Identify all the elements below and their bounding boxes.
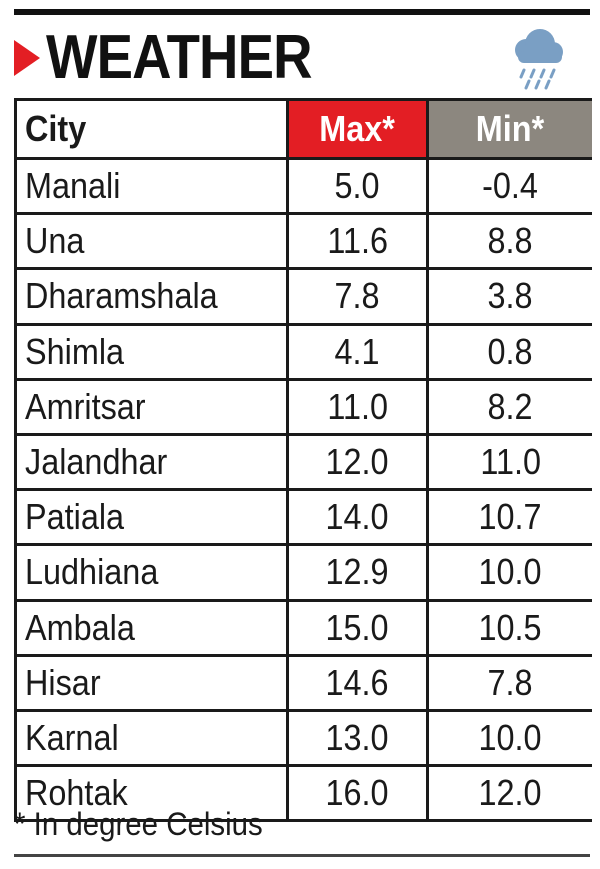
city-cell: Hisar xyxy=(14,653,289,712)
column-header-max: Max* xyxy=(286,98,429,160)
table-row: Shimla 4.1 0.8 xyxy=(14,322,592,381)
top-rule xyxy=(14,9,590,15)
min-temp-cell: -0.4 xyxy=(426,156,592,216)
max-temp-cell: 12.0 xyxy=(286,432,429,492)
max-temp-cell: 11.6 xyxy=(286,212,429,271)
max-temp-cell: 12.9 xyxy=(286,543,429,602)
min-temp-cell: 3.8 xyxy=(426,267,592,326)
red-triangle-marker xyxy=(14,40,40,76)
bottom-rule xyxy=(14,854,590,857)
weather-header: WEATHER xyxy=(14,18,590,92)
city-cell: Ambala xyxy=(14,598,289,657)
page-title: WEATHER xyxy=(46,23,312,92)
city-cell: Una xyxy=(14,212,289,271)
city-cell: Amritsar xyxy=(14,377,289,436)
min-temp-cell: 10.7 xyxy=(426,488,592,547)
city-cell: Ludhiana xyxy=(14,543,289,602)
max-temp-cell: 7.8 xyxy=(286,267,429,326)
max-temp-cell: 4.1 xyxy=(286,322,429,381)
column-header-city: City xyxy=(14,98,289,160)
min-temp-cell: 11.0 xyxy=(426,432,592,492)
max-temp-cell: 15.0 xyxy=(286,598,429,657)
table-row: Una 11.6 8.8 xyxy=(14,212,592,271)
max-temp-cell: 11.0 xyxy=(286,377,429,436)
table-row: Manali 5.0 -0.4 xyxy=(14,156,592,216)
min-temp-cell: 8.8 xyxy=(426,212,592,271)
city-cell: Manali xyxy=(14,156,289,216)
column-header-min: Min* xyxy=(426,98,592,160)
min-temp-cell: 10.5 xyxy=(426,598,592,657)
city-cell: Shimla xyxy=(14,322,289,381)
weather-table: City Max* Min* Manali 5.0 -0.4 Una 11.6 … xyxy=(14,98,592,823)
table-header-row: City Max* Min* xyxy=(14,98,592,160)
city-cell: Dharamshala xyxy=(14,267,289,326)
max-temp-cell: 13.0 xyxy=(286,708,429,768)
table-row: Ludhiana 12.9 10.0 xyxy=(14,543,592,602)
city-cell: Karnal xyxy=(14,708,289,768)
min-temp-cell: 7.8 xyxy=(426,653,592,712)
city-cell: Jalandhar xyxy=(14,432,289,492)
table-row: Karnal 13.0 10.0 xyxy=(14,708,592,768)
min-temp-cell: 10.0 xyxy=(426,543,592,602)
table-row: Ambala 15.0 10.5 xyxy=(14,598,592,657)
max-temp-cell: 14.6 xyxy=(286,653,429,712)
min-temp-cell: 10.0 xyxy=(426,708,592,768)
footnote: * In degree Celsius xyxy=(14,806,263,842)
max-temp-cell: 16.0 xyxy=(286,764,429,823)
city-cell: Rohtak xyxy=(14,764,289,823)
max-temp-cell: 5.0 xyxy=(286,156,429,216)
table-row: Dharamshala 7.8 3.8 xyxy=(14,267,592,326)
max-temp-cell: 14.0 xyxy=(286,488,429,547)
city-cell: Patiala xyxy=(14,488,289,547)
min-temp-cell: 0.8 xyxy=(426,322,592,381)
min-temp-cell: 8.2 xyxy=(426,377,592,436)
table-row: Amritsar 11.0 8.2 xyxy=(14,377,592,436)
table-row: Hisar 14.6 7.8 xyxy=(14,653,592,712)
rain-cloud-icon xyxy=(515,29,563,90)
table-row: Patiala 14.0 10.7 xyxy=(14,488,592,547)
table-row: Rohtak 16.0 12.0 xyxy=(14,764,592,823)
table-row: Jalandhar 12.0 11.0 xyxy=(14,432,592,492)
min-temp-cell: 12.0 xyxy=(426,764,592,823)
